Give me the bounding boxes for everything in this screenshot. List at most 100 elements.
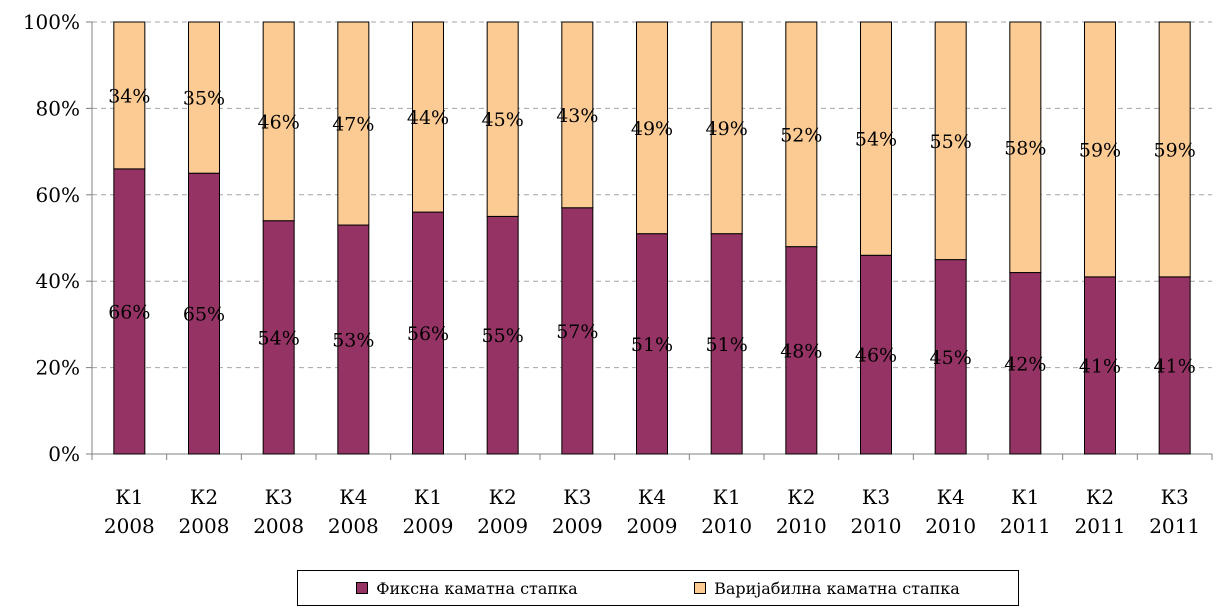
bar-variable [337, 21, 370, 226]
bar-fixed [710, 233, 743, 455]
data-label-variable: 43% [556, 105, 598, 127]
x-tick-label-quarter: К1 [713, 485, 741, 509]
x-tick-label-quarter: К1 [414, 485, 442, 509]
x-tick-label-quarter: К1 [115, 485, 143, 509]
x-tick-label-quarter: К3 [1161, 485, 1189, 509]
bar-variable [412, 21, 444, 213]
x-tick-label-year: 2010 [925, 514, 976, 538]
bar-variable [1084, 21, 1116, 278]
bar-variable [486, 21, 519, 217]
data-label-fixed: 41% [1154, 355, 1196, 377]
x-tick-label-year: 2010 [851, 514, 902, 538]
x-tick-label-quarter: К1 [1011, 485, 1039, 509]
data-label-variable: 44% [407, 107, 449, 129]
legend-label-fixed: Фиксна каматна стапка [376, 578, 578, 598]
bar-fixed [188, 172, 220, 455]
x-tick-label-year: 2011 [1000, 514, 1051, 538]
x-tick-label-quarter: К4 [937, 485, 965, 509]
y-tick-label: 60% [36, 183, 80, 207]
bar-variable [113, 21, 146, 170]
x-tick-label-year: 2011 [1149, 514, 1200, 538]
x-tick-label-quarter: К4 [638, 485, 666, 509]
data-label-fixed: 65% [183, 304, 225, 326]
x-tick-label-year: 2008 [328, 514, 379, 538]
x-tick-label-year: 2009 [477, 514, 528, 538]
legend-label-variable: Варијабилна каматна стапка [714, 578, 960, 598]
data-label-variable: 59% [1154, 139, 1196, 161]
bar-variable [1009, 21, 1042, 274]
bar-fixed [486, 215, 519, 455]
data-label-variable: 49% [631, 118, 673, 140]
x-tick-label-quarter: К2 [190, 485, 218, 509]
legend-swatch-variable [694, 582, 707, 594]
bar-variable [785, 21, 818, 248]
legend-item-fixed: Фиксна каматна стапка [356, 578, 578, 598]
data-label-fixed: 51% [631, 334, 673, 356]
data-label-fixed: 46% [855, 345, 897, 367]
x-tick-label-quarter: К2 [1086, 485, 1114, 509]
data-label-fixed: 48% [780, 340, 822, 362]
x-tick-label-quarter: К3 [862, 485, 890, 509]
bar-fixed [1009, 272, 1042, 455]
bar-variable [561, 21, 594, 209]
bar-fixed [561, 207, 594, 455]
x-tick-label-quarter: К2 [787, 485, 815, 509]
y-tick-label: 40% [36, 269, 80, 293]
data-label-fixed: 55% [482, 325, 524, 347]
y-tick-label: 80% [36, 96, 80, 120]
data-label-fixed: 51% [706, 334, 748, 356]
bar-variable [860, 21, 892, 256]
y-tick-label: 100% [23, 10, 80, 34]
data-label-fixed: 54% [258, 327, 300, 349]
data-label-variable: 35% [183, 88, 225, 110]
x-tick-label-year: 2011 [1075, 514, 1126, 538]
legend: Фиксна каматна стапка Варијабилна каматн… [297, 570, 1019, 606]
bar-variable [710, 21, 743, 235]
data-label-variable: 45% [482, 109, 524, 131]
x-tick-label-year: 2008 [179, 514, 230, 538]
bar-fixed [785, 246, 818, 455]
bar-variable [934, 21, 967, 261]
bar-fixed [860, 254, 892, 455]
bar-variable [636, 21, 668, 235]
bar-fixed [337, 224, 370, 455]
data-label-variable: 46% [258, 111, 300, 133]
x-tick-label-year: 2008 [104, 514, 155, 538]
data-label-variable: 52% [780, 124, 822, 146]
x-tick-label-year: 2009 [403, 514, 454, 538]
data-label-variable: 54% [855, 129, 897, 151]
x-tick-label-quarter: К3 [265, 485, 293, 509]
bar-fixed [636, 233, 668, 455]
bar-variable [188, 21, 220, 174]
legend-swatch-fixed [356, 582, 369, 594]
data-label-variable: 59% [1079, 139, 1121, 161]
data-label-variable: 58% [1004, 137, 1046, 159]
x-tick-label-quarter: К4 [339, 485, 367, 509]
bar-fixed [113, 168, 146, 455]
bar-fixed [1158, 276, 1191, 455]
data-label-fixed: 57% [556, 321, 598, 343]
bar-variable [262, 21, 295, 222]
data-label-fixed: 41% [1079, 355, 1121, 377]
data-label-fixed: 66% [108, 301, 150, 323]
bar-variable [1158, 21, 1191, 278]
data-label-fixed: 56% [407, 323, 449, 345]
data-label-fixed: 45% [930, 347, 972, 369]
y-tick-label: 0% [48, 442, 80, 466]
x-tick-label-year: 2010 [776, 514, 827, 538]
x-tick-label-year: 2009 [552, 514, 603, 538]
data-label-variable: 49% [706, 118, 748, 140]
stacked-bar-chart: 0% 20% 40% 60% 80% 100% 66% 34% К1 2008 65% 35% К2 20… [23, 10, 1213, 538]
x-tick-label-quarter: К2 [489, 485, 517, 509]
x-tick-label-year: 2009 [627, 514, 678, 538]
legend-item-variable: Варијабилна каматна стапка [694, 579, 960, 598]
data-label-variable: 55% [930, 131, 972, 153]
x-tick-label-year: 2008 [253, 514, 304, 538]
x-tick-label-year: 2010 [701, 514, 752, 538]
x-tick-label-quarter: К3 [563, 485, 591, 509]
bar-fixed [934, 259, 967, 455]
data-label-variable: 34% [108, 85, 150, 107]
data-label-fixed: 53% [332, 330, 374, 352]
data-label-fixed: 42% [1004, 353, 1046, 375]
y-tick-label: 20% [36, 356, 80, 380]
